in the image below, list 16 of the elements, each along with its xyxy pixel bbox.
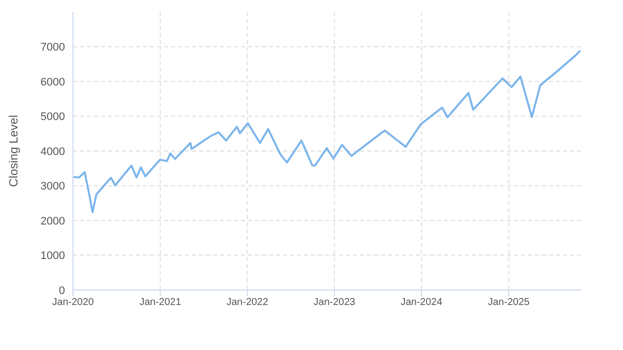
y-tick-label: 7000: [40, 42, 65, 54]
x-tick-label: Jan-2024: [400, 297, 443, 308]
y-tick-label: 1000: [40, 250, 65, 262]
y-tick-label: 6000: [40, 76, 65, 88]
y-tick-label: 2000: [40, 215, 65, 228]
y-tick-label: 0: [58, 284, 65, 297]
x-tick-label: Jan-2025: [488, 297, 530, 308]
x-tick-label: Jan-2022: [226, 297, 269, 308]
y-tick-label: 5000: [40, 111, 65, 124]
line-series: [73, 50, 581, 214]
y-axis-title: Closing Level: [6, 114, 20, 188]
y-tick-label: 3000: [40, 180, 65, 193]
x-tick-label: Jan-2023: [314, 297, 356, 308]
y-tick-label: 4000: [40, 146, 65, 158]
x-tick-label: Jan-2021: [139, 297, 182, 308]
x-tick-label: Jan-2020: [52, 297, 94, 308]
